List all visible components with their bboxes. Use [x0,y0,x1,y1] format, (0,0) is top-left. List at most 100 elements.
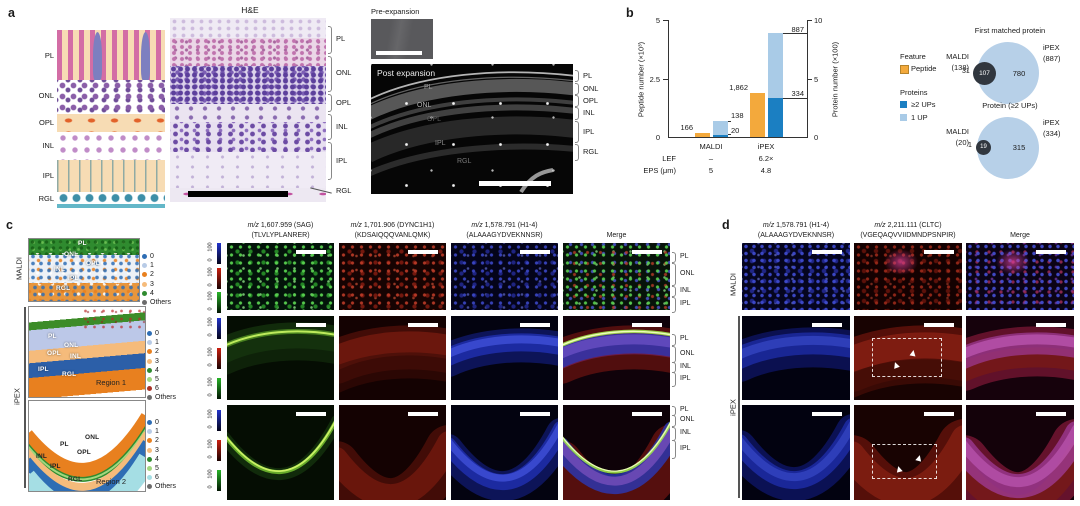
mz-italic: m/z [471,222,483,229]
legend-label: 4 [155,455,159,463]
intensity-colorbar [217,378,221,399]
legend-label: 1 [155,339,159,347]
cluster-legend: 0 1 2 3 4 5 6 Others [147,329,176,403]
map-layer-label: RGL [56,285,71,292]
column-peptide: (ALAAAGYDVEKNNSR) [757,232,835,239]
layer-bracket-label: INL [680,362,691,370]
legend-dot [147,395,152,401]
layer-bracket-label: IPL [680,300,691,307]
column-header: m/z 1,701.906 (DYNC1H1) [350,222,435,229]
microscopy-image [854,243,962,310]
layer-bracket [575,107,579,120]
eps-value: 4.8 [760,166,772,175]
legend-item: Others [147,393,176,402]
scale-bar [520,412,550,416]
legend-swatch-2ups [900,101,907,108]
microscopy-image [742,316,850,400]
map-layer-label: IPL [38,366,49,373]
layer-bracket-label: RGL [336,186,352,195]
map-layer-label: ONL [85,434,100,441]
scale-bar [296,323,326,327]
column-header: m/z 2,211.111 (CLTC) [874,222,942,229]
intensity-colorbar [217,268,221,289]
microscopy-image [563,405,670,500]
intensity-colorbar [217,348,221,369]
bar-protein-2ups [713,134,728,137]
layer-bracket-label: PL [680,335,689,342]
layer-bracket-label: PL [336,34,346,43]
microscopy-image [227,405,334,500]
venn-left-name: MALDI [946,127,969,136]
legend-label: 3 [155,446,159,454]
scale-bar [632,323,662,327]
post-internal-label: OPL [427,116,442,123]
bar-peptide [750,93,765,137]
layer-bracket-label: OPL [583,96,599,105]
legend-item: 1 [142,261,171,270]
mz-italic: m/z [247,222,259,229]
scale-bar [812,250,842,254]
legend-dot [147,420,152,426]
legend-item: Others [147,482,176,491]
scale-bar [296,412,326,416]
legend-item: 2 [142,270,171,279]
retina-schematic [57,30,165,208]
microscopy-image [339,405,446,500]
legend-item: 5 [147,375,176,384]
legend-label: Others [155,483,177,491]
legend-dot [147,331,152,337]
legend-label: 2 [150,271,154,279]
eps-row-header: EPS (μm) [643,166,676,175]
venn-left-only: 1 [968,142,972,149]
layer-bracket [575,83,579,95]
legend-label: 3 [150,280,154,288]
post-internal-label: IPL [435,140,446,147]
map-layer-label: INL [36,453,48,460]
he-image [170,18,326,202]
colorbar-tick: 100 [207,439,214,449]
right-axis-title: Protein number (×100) [830,41,840,118]
legend-label: 4 [150,289,154,297]
legend-item: 3 [142,280,171,289]
panel-c-label: c [6,218,13,232]
layer-bracket-label: IPL [336,156,348,165]
mz-italic: m/z [762,222,775,229]
legend-label: 2 [155,348,159,356]
legend-label: 5 [155,465,159,473]
mz-italic: m/z [874,222,886,229]
bar-value-label: 1,862 [729,83,748,93]
venn-overlap: 107 [979,70,990,77]
venn-right-only: 780 [1012,69,1026,78]
legend-dot [147,358,152,364]
cluster-legend: 0 1 2 3 4 5 6 Others [147,418,176,492]
legend-dot [147,386,152,392]
scale-bar [376,51,422,55]
map-layer-label: IPL [68,275,79,282]
microscopy-image [742,243,850,310]
layer-bracket-label: RGL [583,147,599,156]
right-axis-tick: 5 [814,75,819,84]
layer-bracket [575,144,579,161]
layer-bracket-label: INL [680,286,691,294]
map-layer-label: PL [48,333,57,340]
legend-label: 2 [155,437,159,445]
eps-value: 5 [708,166,714,175]
microscopy-image [742,405,850,500]
map-layer-label: ONL [64,342,79,349]
colorbar-tick: 0 [207,258,214,262]
venn-circle-maldi [973,62,996,85]
microscopy-image [451,316,558,400]
legend-item: 6 [147,473,176,482]
bar-value-label: 20 [731,126,740,135]
colorbar-tick: 100 [207,291,214,301]
arrowhead-icon [909,349,917,357]
layer-bracket [575,70,579,82]
x-axis [668,137,808,138]
region-label: Region 1 [96,378,127,387]
bar-value-label: 887 [791,25,804,35]
layer-bracket-label: ONL [680,269,695,277]
panel-b-label: b [626,6,634,20]
leader-line [783,97,807,99]
intensity-colorbar [217,470,221,491]
scale-bar [1036,250,1066,254]
